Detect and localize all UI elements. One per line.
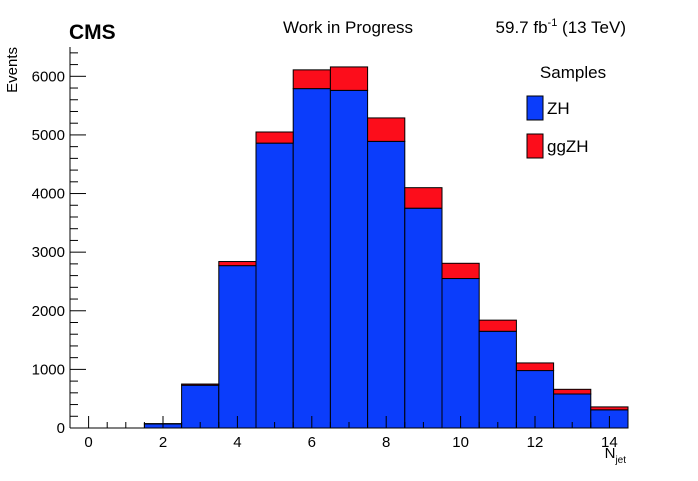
legend-label-ggzh: ggZH xyxy=(547,137,589,156)
bar-ggzh-bin-14 xyxy=(591,407,628,410)
y-tick-label-2000: 2000 xyxy=(32,303,65,320)
legend-items: ZH ggZH xyxy=(527,96,589,158)
bar-zh-bin-11 xyxy=(479,331,516,428)
bar-ggzh-bin-9 xyxy=(405,188,442,209)
x-tick-label-10: 10 xyxy=(452,434,469,451)
bar-ggzh-bin-5 xyxy=(256,132,293,143)
y-tick-label-0: 0 xyxy=(57,420,65,437)
bar-ggzh-bin-13 xyxy=(554,389,591,394)
cms-label: CMS xyxy=(69,21,116,44)
bar-zh-bin-10 xyxy=(442,279,479,428)
x-axis-label: Njet xyxy=(605,445,627,466)
x-tick-label-4: 4 xyxy=(233,434,241,451)
lumi-value: 59.7 fb xyxy=(496,18,548,37)
bars-layer xyxy=(144,67,628,428)
x-tick-label-2: 2 xyxy=(159,434,167,451)
bar-ggzh-bin-7 xyxy=(330,67,367,90)
y-tick-label-3000: 3000 xyxy=(32,244,65,261)
bar-zh-bin-6 xyxy=(293,89,330,428)
x-tick-label-6: 6 xyxy=(308,434,316,451)
legend-swatch-ggzh xyxy=(527,134,543,158)
lumi-exponent: -1 xyxy=(548,17,558,29)
lumi-label: 59.7 fb-1 (13 TeV) xyxy=(496,17,626,37)
legend: Samples ZH ggZH xyxy=(527,63,606,158)
x-axis-label-main: N xyxy=(605,445,616,462)
legend-label-zh: ZH xyxy=(547,99,570,118)
legend-title: Samples xyxy=(540,63,606,82)
bar-ggzh-bin-10 xyxy=(442,263,479,278)
bar-ggzh-bin-11 xyxy=(479,320,516,331)
status-label: Work in Progress xyxy=(283,18,413,37)
bar-ggzh-bin-6 xyxy=(293,70,330,89)
bar-ggzh-bin-3 xyxy=(182,384,219,385)
y-tick-label-4000: 4000 xyxy=(32,186,65,203)
bar-zh-bin-8 xyxy=(368,141,405,428)
bar-zh-bin-7 xyxy=(330,90,367,428)
x-axis-label-subscript: jet xyxy=(614,455,626,466)
bar-zh-bin-5 xyxy=(256,143,293,428)
bar-zh-bin-9 xyxy=(405,208,442,428)
bar-zh-bin-3 xyxy=(182,385,219,428)
lumi-energy: (13 TeV) xyxy=(557,18,626,37)
x-tick-label-0: 0 xyxy=(84,434,92,451)
x-tick-label-8: 8 xyxy=(382,434,390,451)
y-axis-label: Events xyxy=(4,47,21,93)
x-tick-label-12: 12 xyxy=(527,434,544,451)
y-tick-label-6000: 6000 xyxy=(32,68,65,85)
y-tick-label-1000: 1000 xyxy=(32,361,65,378)
bar-zh-bin-4 xyxy=(219,266,256,428)
bar-ggzh-bin-8 xyxy=(368,118,405,141)
bar-ggzh-bin-4 xyxy=(219,262,256,266)
y-tick-label-5000: 5000 xyxy=(32,127,65,144)
bar-ggzh-bin-12 xyxy=(516,363,553,371)
legend-swatch-zh xyxy=(527,96,543,120)
